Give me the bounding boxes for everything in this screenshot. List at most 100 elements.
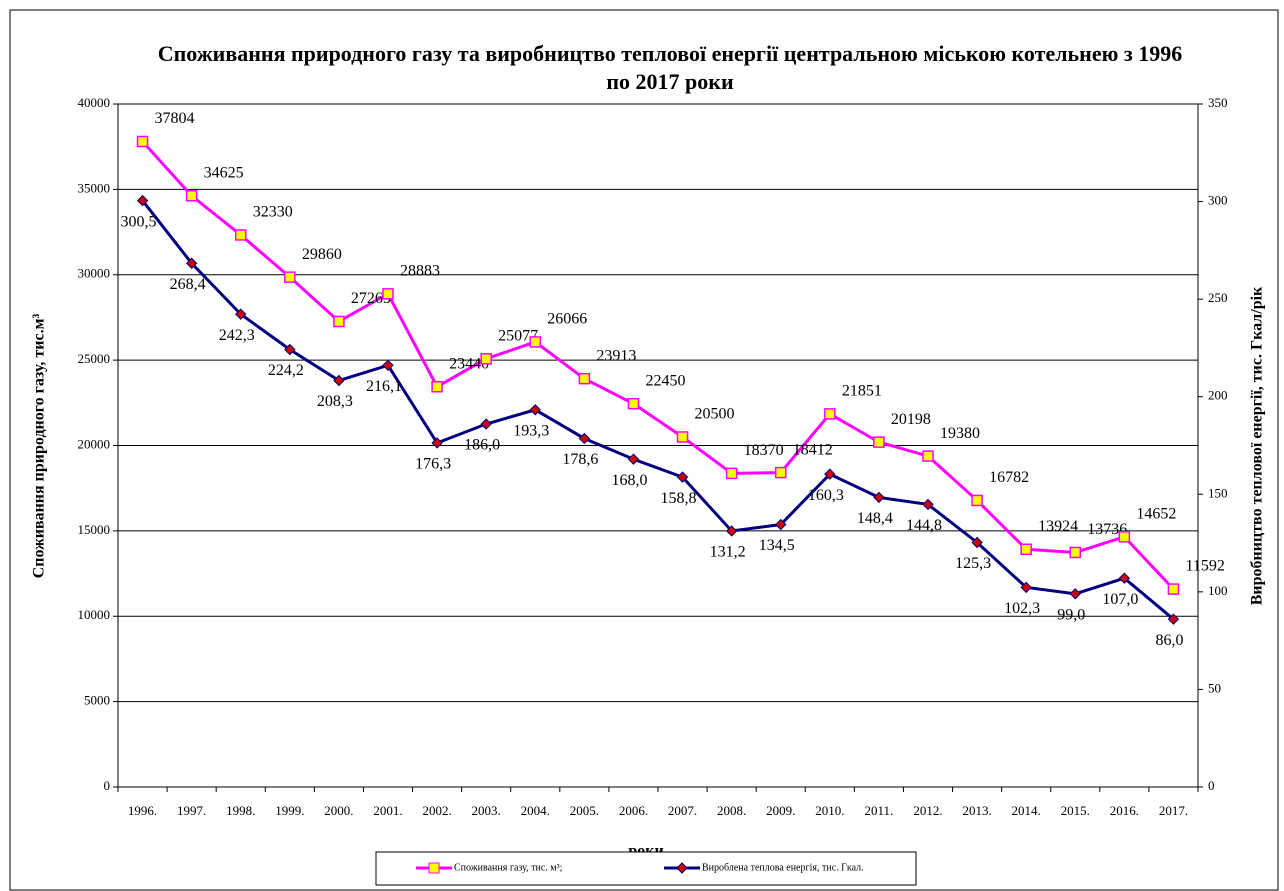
x-tick-label: 2017. [1159,803,1188,818]
marker [1118,531,1131,543]
marker [725,525,738,537]
x-tick-label: 2010. [815,803,844,818]
data-label: 20198 [891,411,931,428]
y-tick-label: 15000 [78,522,111,537]
marker [578,432,591,445]
data-label: 224,2 [268,362,304,379]
data-label: 134,5 [759,537,795,554]
y-tick-label: 35000 [78,180,111,195]
marker [1069,546,1082,559]
data-label: 186,0 [464,437,500,454]
marker [333,374,345,387]
data-label: 208,3 [317,393,353,410]
marker [1020,543,1032,555]
series-line [141,140,1175,591]
marker [333,315,345,328]
y2-tick-label: 50 [1208,680,1221,695]
data-label: 13924 [1038,518,1078,535]
x-tick-label: 2015. [1061,803,1090,818]
x-tick-label: 2014. [1012,803,1041,818]
marker [1020,581,1032,594]
data-label: 26066 [547,311,587,328]
marker [185,190,198,202]
y2-tick-label: 350 [1208,95,1228,110]
data-label: 158,8 [661,490,697,507]
data-label: 178,6 [562,451,598,468]
data-label: 300,5 [121,213,157,230]
data-label: 20500 [695,406,735,423]
x-tick-label: 1996. [128,803,157,818]
y-tick-label: 30000 [78,266,111,281]
y-tick-label: 25000 [78,351,111,366]
y-tick-label: 5000 [84,693,110,708]
x-tick-label: 2012. [913,803,942,818]
chart-border [9,9,1279,891]
marker [1069,588,1081,600]
marker [284,343,296,356]
y2-tick-label: 100 [1208,583,1228,598]
x-tick-label: 2000. [324,803,353,818]
data-label: 268,4 [170,276,206,293]
marker [480,418,492,430]
legend-box [375,851,917,886]
marker [627,397,640,410]
x-tick-label: 2016. [1110,803,1139,818]
data-label: 107,0 [1102,591,1138,608]
marker [824,468,836,480]
data-label: 160,3 [808,487,844,504]
marker [136,135,149,148]
x-tick-label: 2009. [766,803,795,818]
marker [971,536,983,549]
data-label: 14652 [1136,505,1176,522]
data-label: 27265 [351,290,391,307]
data-label: 37804 [155,110,195,127]
marker [922,450,934,462]
x-tick-label: 2001. [373,803,402,818]
y2-axis-label: Виробництво теплової енергії, тис. Гкал/… [1249,286,1266,605]
marker [774,466,787,479]
marker [922,498,934,511]
marker [234,229,247,241]
y-tick-label: 0 [104,778,111,793]
marker [431,381,443,393]
data-label: 18370 [744,442,784,459]
y2-tick-label: 200 [1208,388,1228,403]
marker [529,336,542,348]
data-label: 144,8 [906,517,942,534]
x-tick-label: 1998. [226,803,255,818]
y2-tick-label: 150 [1208,485,1228,500]
legend-marker [428,862,440,874]
x-tick-label: 2007. [668,803,697,818]
marker [578,372,591,385]
x-tick-label: 2005. [570,803,599,818]
x-tick-label: 1997. [177,803,206,818]
x-tick-label: 2013. [962,803,991,818]
marker [1167,583,1180,595]
data-label: 19380 [940,425,980,442]
data-label: 23440 [449,355,489,372]
legend-marker [676,862,688,874]
data-label: 18412 [793,441,833,458]
y2-tick-label: 300 [1208,193,1228,208]
data-label: 102,3 [1004,600,1040,617]
x-tick-label: 2003. [472,803,501,818]
data-label: 176,3 [415,456,451,473]
data-label: 216,1 [366,378,402,395]
data-label: 28883 [400,262,440,279]
marker [1167,613,1180,625]
y-tick-label: 40000 [78,95,111,110]
marker [431,437,443,449]
data-label: 23913 [596,347,636,364]
x-tick-label: 1999. [275,803,304,818]
data-label: 168,0 [611,472,647,489]
marker [824,408,836,420]
marker [235,308,247,320]
y-tick-label: 20000 [78,436,111,451]
data-label: 193,3 [513,422,549,439]
y-axis-label: Споживання природного газу, тис.м³ [31,314,48,579]
data-label: 21851 [842,383,882,400]
x-tick-label: 2011. [865,803,894,818]
x-tick-label: 2008. [717,803,746,818]
legend-label: Споживання газу, тис. м³; [454,862,563,873]
x-tick-label: 2004. [521,803,550,818]
